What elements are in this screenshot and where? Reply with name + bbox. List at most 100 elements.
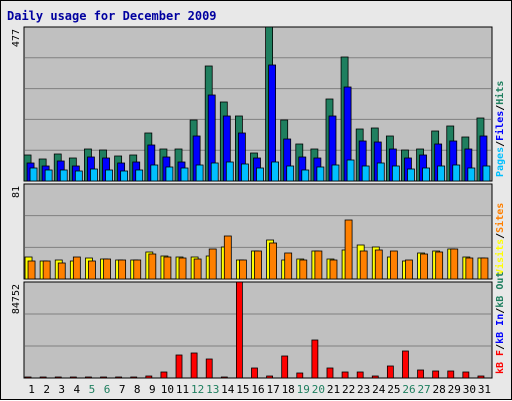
legend-separator: /: [495, 344, 506, 350]
bar-kbf-day-10: [160, 371, 168, 379]
y-max-label: 84752: [11, 284, 22, 314]
bar-kbf-day-22: [341, 371, 349, 379]
bar-kbf-day-5: [85, 376, 92, 379]
bar-pages-day-5: [90, 168, 98, 182]
day-label-13: 13: [206, 383, 219, 396]
bar-pages-day-29: [452, 164, 461, 182]
bar-sites-day-21: [329, 259, 338, 280]
day-label-22: 22: [342, 383, 355, 396]
bar-sites-day-13: [208, 248, 217, 280]
day-label-30: 30: [463, 383, 476, 396]
legend-separator: /: [495, 308, 506, 314]
y-max-label: 477: [11, 29, 22, 47]
bar-kbf-day-24: [371, 375, 379, 379]
day-label-26: 26: [402, 383, 415, 396]
bar-kbf-day-11: [175, 354, 183, 379]
bar-pages-day-21: [331, 164, 340, 182]
bar-kbf-day-3: [54, 376, 62, 379]
bar-pages-day-3: [59, 169, 68, 182]
day-label-18: 18: [282, 383, 295, 396]
day-label-17: 17: [266, 383, 279, 396]
bar-kbf-day-8: [130, 376, 138, 379]
legend-entry: Visits: [494, 239, 506, 275]
bar-pages-day-23: [361, 165, 370, 182]
bar-sites-day-17: [269, 242, 277, 280]
bar-pages-day-13: [210, 162, 219, 182]
day-label-11: 11: [176, 383, 189, 396]
bar-kbf-day-2: [39, 376, 47, 379]
bar-kbf-day-27: [417, 369, 424, 379]
day-label-1: 1: [28, 383, 35, 396]
legend-entry: kB Out: [495, 272, 506, 308]
panel-hits-files-pages: 477 Pages/Files/Hits: [11, 26, 506, 182]
legend-separator: /: [495, 105, 506, 111]
y-max-label: 81: [11, 186, 22, 198]
day-label-19: 19: [297, 383, 310, 396]
bar-pages-day-9: [150, 164, 159, 182]
day-label-25: 25: [387, 383, 400, 396]
bar-sites-day-18: [284, 252, 293, 280]
bar-pages-day-30: [467, 167, 476, 182]
bar-sites-day-3: [57, 262, 66, 280]
bar-pages-day-1: [29, 167, 38, 182]
bar-sites-day-28: [435, 251, 444, 280]
bar-pages-day-14: [225, 161, 234, 182]
bar-sites-day-25: [389, 250, 398, 280]
bar-pages-day-11: [180, 167, 189, 182]
bar-pages-day-2: [44, 169, 53, 182]
bar-kbf-day-21: [326, 367, 334, 379]
bar-kbf-day-1: [24, 376, 32, 379]
legend-entry: Hits: [494, 81, 506, 105]
bar-pages-day-4: [74, 170, 83, 182]
bar-sites-day-15: [239, 259, 247, 280]
bar-pages-day-12: [195, 164, 204, 182]
bar-kbf-day-9: [145, 375, 153, 379]
bar-sites-day-2: [42, 260, 51, 280]
legend-entry: kB In: [495, 314, 506, 344]
day-label-7: 7: [119, 383, 126, 396]
bar-pages-day-24: [376, 162, 385, 182]
bar-sites-day-12: [193, 258, 202, 280]
bar-sites-day-22: [344, 219, 353, 280]
bar-sites-day-14: [223, 235, 232, 280]
day-label-8: 8: [134, 383, 141, 396]
bar-pages-day-31: [482, 165, 491, 182]
day-label-16: 16: [251, 383, 264, 396]
bar-pages-day-28: [437, 165, 446, 182]
panel-visits-sites: 81 Visits/Sites: [11, 183, 506, 280]
bar-kbf-day-13: [205, 358, 213, 379]
day-label-12: 12: [191, 383, 204, 396]
bar-pages-day-16: [256, 167, 264, 182]
bar-kbf-day-23: [356, 371, 364, 379]
bar-sites-day-29: [450, 248, 459, 280]
bar-sites-day-8: [133, 259, 142, 280]
day-label-6: 6: [104, 383, 111, 396]
bar-pages-day-6: [105, 169, 113, 182]
bar-sites-day-16: [254, 250, 262, 280]
day-label-15: 15: [236, 383, 249, 396]
bar-kbf-day-15: [236, 281, 243, 379]
bar-sites-day-4: [72, 256, 81, 280]
bar-pages-day-17: [271, 161, 279, 182]
bar-pages-day-18: [286, 165, 295, 182]
bar-kbf-day-12: [190, 352, 198, 379]
day-label-27: 27: [417, 383, 430, 396]
bar-pages-day-19: [301, 169, 310, 182]
legend-visits-sites: Visits/Sites: [494, 203, 506, 275]
bar-sites-day-23: [359, 250, 368, 280]
legend-entry: kB F: [495, 350, 506, 374]
bar-pages-day-22: [346, 159, 355, 182]
bar-kbf-day-25: [386, 365, 394, 379]
x-axis-labels: 1 2 3 4 5 6 7 8 9 10 11 12 13 14 15 16 17 18 19 20 21 22 23 24 2…: [28, 383, 491, 396]
legend-hits-files-pages: Pages/Files/Hits: [494, 81, 506, 177]
day-label-5: 5: [89, 383, 96, 396]
bar-kbf-day-31: [477, 375, 485, 379]
bar-pages-day-26: [407, 168, 415, 182]
bar-kbf-day-14: [220, 376, 228, 379]
bar-pages-day-27: [422, 167, 430, 182]
day-label-31: 31: [478, 383, 491, 396]
bar-kbf-day-16: [251, 367, 258, 379]
legend-separator: /: [495, 141, 506, 147]
